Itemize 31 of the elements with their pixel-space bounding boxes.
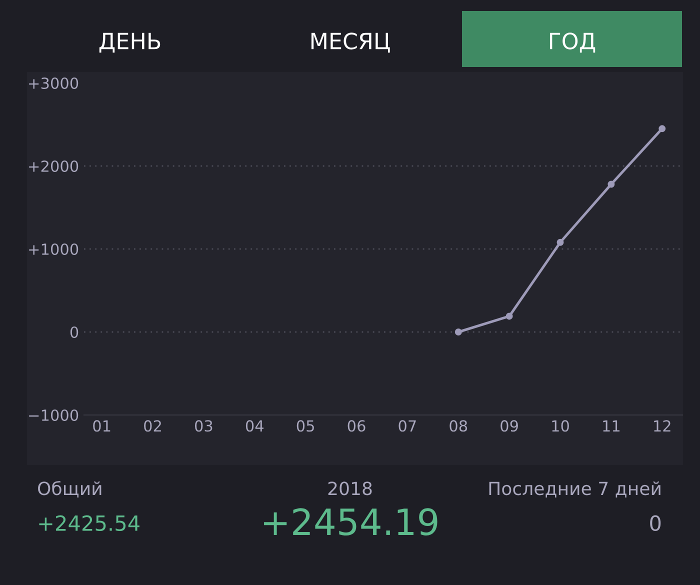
x-tick-label: 04 bbox=[246, 420, 264, 432]
x-tick-label: 12 bbox=[654, 420, 670, 432]
y-tick-label: −1000 bbox=[29, 409, 78, 422]
text: Общий bbox=[38, 480, 102, 498]
point bbox=[454, 328, 462, 336]
text: ГОД bbox=[550, 32, 596, 53]
y-tick-label: +2000 bbox=[29, 160, 78, 172]
point bbox=[658, 125, 666, 132]
text: 0 bbox=[650, 515, 661, 532]
text: +2454.19 bbox=[264, 508, 438, 536]
point bbox=[608, 180, 615, 188]
point bbox=[556, 238, 564, 246]
x-tick-label: 03 bbox=[194, 420, 212, 432]
text: ДЕНЬ bbox=[99, 32, 160, 53]
text: 2018 bbox=[328, 482, 372, 496]
x-tick-label: 07 bbox=[398, 420, 416, 432]
y-tick-label: +3000 bbox=[29, 77, 78, 90]
x-tick-label: 08 bbox=[450, 420, 468, 432]
y-tick-label: +1000 bbox=[29, 243, 78, 256]
x-tick-label: 05 bbox=[296, 420, 314, 432]
x-tick-label: 06 bbox=[348, 420, 366, 432]
text: МЕСЯЦ bbox=[311, 32, 390, 53]
x-tick-label: 11 bbox=[603, 420, 620, 432]
x-tick-label: 02 bbox=[144, 420, 161, 432]
text: Последние 7 дней bbox=[489, 481, 660, 498]
x-tick-label: 01 bbox=[93, 420, 110, 432]
point bbox=[506, 312, 513, 320]
text: +2425.54 bbox=[39, 515, 140, 532]
x-tick-label: 10 bbox=[552, 420, 569, 432]
y-tick-label: 0 bbox=[70, 326, 78, 338]
x-tick-label: 09 bbox=[500, 420, 518, 432]
